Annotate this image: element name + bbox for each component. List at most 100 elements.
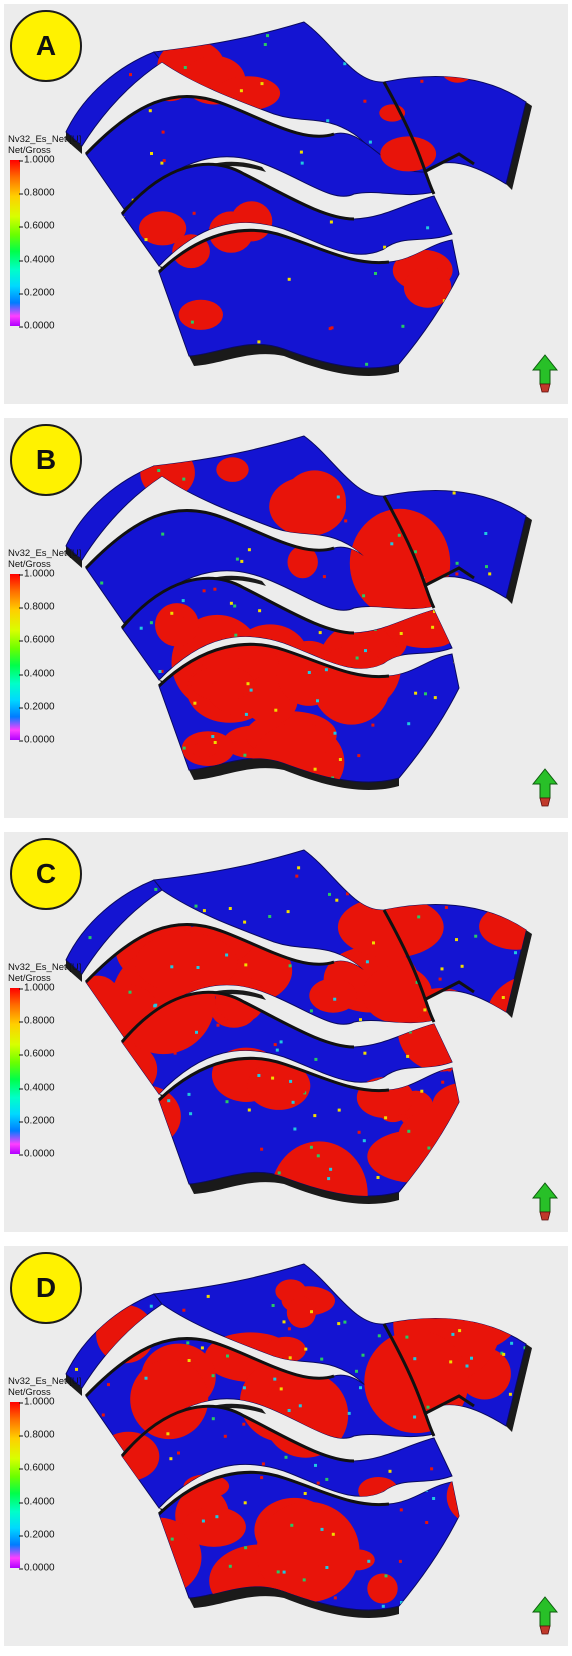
facies-cell — [316, 992, 320, 996]
facies-cell — [209, 680, 213, 684]
facies-cell — [82, 916, 86, 920]
fault-face — [189, 758, 399, 791]
facies-cell — [501, 996, 505, 999]
facies-cell — [494, 915, 498, 919]
facies-cell — [458, 345, 462, 349]
facies-cell — [528, 1482, 531, 1485]
facies-cell — [399, 1508, 403, 1512]
facies-cell — [516, 92, 520, 96]
facies-cell — [538, 73, 541, 76]
fault-face — [506, 516, 532, 604]
facies-cell — [308, 654, 312, 658]
facies-cell — [246, 682, 250, 686]
facies-cell — [344, 519, 348, 523]
facies-cell — [190, 320, 194, 324]
facies-cell — [433, 595, 437, 599]
fault-trace — [120, 1404, 355, 1463]
facies-cell — [363, 1051, 367, 1055]
legend-tick: 0.4000 — [19, 254, 55, 266]
facies-cell — [277, 1171, 281, 1175]
facies-cell — [431, 625, 435, 629]
net-patch — [286, 1296, 316, 1328]
facies-cell — [470, 659, 474, 662]
facies-cell — [368, 140, 372, 144]
facies-cell — [168, 1311, 172, 1315]
legend-tick: 0.8000 — [19, 187, 55, 199]
facies-cell — [298, 1404, 302, 1408]
legend-color-bar — [10, 1402, 20, 1568]
fault-face — [189, 1586, 399, 1619]
facies-cell — [356, 908, 360, 912]
facies-cell — [485, 565, 488, 569]
net-patch — [349, 508, 451, 618]
facies-cell — [171, 1361, 175, 1365]
facies-cell — [440, 967, 444, 971]
facies-cell — [160, 669, 164, 673]
north-arrow-icon — [532, 354, 558, 393]
facies-cell — [194, 904, 198, 908]
legend-tick: 0.2000 — [19, 701, 55, 713]
facies-cell — [129, 1310, 133, 1314]
facies-cell — [128, 1288, 132, 1292]
fault-trace — [423, 566, 475, 588]
facies-cell — [432, 1573, 436, 1577]
facies-cell — [295, 874, 299, 878]
fault-trace — [382, 81, 436, 195]
facies-cell — [228, 907, 232, 910]
facies-cell — [239, 1353, 243, 1357]
facies-cell — [304, 1347, 308, 1351]
facies-cell — [286, 1088, 290, 1092]
facies-cell — [431, 741, 435, 745]
facies-cell — [160, 161, 164, 165]
net-patch — [403, 266, 452, 308]
facies-cell — [405, 1335, 409, 1339]
facies-cell — [455, 483, 459, 487]
net-patch — [364, 1330, 469, 1434]
net-patch — [485, 627, 514, 645]
legend-tick: 0.0000 — [19, 320, 55, 332]
facies-cell — [258, 1562, 262, 1566]
facies-cell — [126, 252, 129, 256]
facies-cell — [261, 1462, 265, 1466]
facies-cell — [324, 668, 328, 672]
facies-cell — [434, 344, 438, 348]
legend-title: Nv32_Es_Net [U] — [8, 548, 82, 559]
facies-cell — [243, 693, 247, 697]
facies-cell — [516, 1032, 520, 1036]
reservoir-model-view — [65, 849, 532, 1205]
facies-cell — [503, 1574, 507, 1578]
facies-cell — [325, 1566, 329, 1569]
fault-face — [124, 575, 266, 631]
fault-trace — [157, 1056, 390, 1102]
facies-cell — [456, 1051, 459, 1055]
facies-cell — [533, 531, 536, 534]
panel-label-badge: C — [10, 838, 82, 910]
facies-cell — [359, 1018, 362, 1022]
facies-cell — [474, 934, 478, 938]
facies-cell — [284, 1455, 288, 1459]
facies-cell — [423, 1008, 427, 1012]
facies-cell — [282, 1320, 286, 1324]
facies-cell — [488, 572, 492, 576]
facies-cell — [460, 1047, 464, 1051]
legend-tick: 0.0000 — [19, 734, 55, 746]
facies-cell — [164, 1562, 168, 1566]
facies-cell — [441, 1080, 445, 1084]
facies-cell — [408, 1030, 412, 1034]
net-patch — [155, 603, 199, 647]
fault-trace — [120, 162, 355, 221]
fault-face — [189, 344, 399, 377]
facies-cell — [150, 996, 154, 1000]
facies-cell — [505, 774, 509, 778]
facies-cell — [363, 99, 367, 103]
net-patch — [256, 1501, 360, 1603]
facies-cell — [399, 632, 403, 635]
facies-cell — [293, 1127, 297, 1131]
facies-cell — [357, 754, 361, 758]
legend-tick: 0.6000 — [19, 634, 55, 646]
legend-title: Nv32_Es_Net [U] — [8, 962, 82, 973]
facies-cell — [407, 1129, 411, 1133]
facies-cell — [257, 340, 261, 344]
facies-cell — [291, 1100, 295, 1104]
model-panel-b: B Nv32_Es_Net [U] Net/Gross 1.0000 0.800… — [4, 418, 568, 818]
